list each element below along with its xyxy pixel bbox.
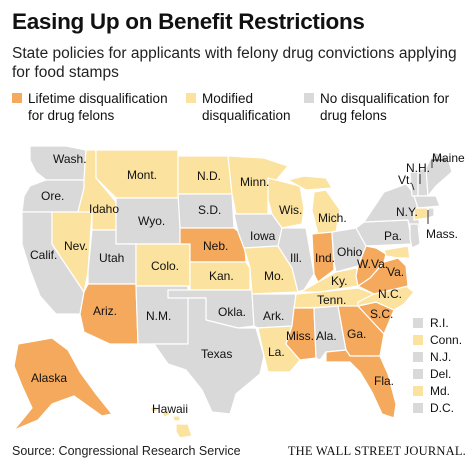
label-id: Idaho bbox=[89, 202, 119, 216]
label-mo: Mo. bbox=[264, 269, 284, 283]
state-wisconsin bbox=[267, 177, 305, 229]
legend-label-lifetime: Lifetime disqualification for drug felon… bbox=[28, 91, 168, 123]
chart-title: Easing Up on Benefit Restrictions bbox=[12, 9, 365, 34]
label-fl: Fla. bbox=[374, 374, 394, 388]
state-new-jersey bbox=[409, 223, 421, 249]
label-tn: Tenn. bbox=[317, 293, 346, 307]
label-in: Ind. bbox=[315, 251, 335, 265]
label-oh: Ohio bbox=[337, 245, 363, 259]
small-state-swatch-ri bbox=[413, 318, 423, 328]
label-la: La. bbox=[268, 345, 285, 359]
state-florida bbox=[325, 349, 397, 419]
small-state-swatch-nj bbox=[413, 352, 423, 362]
label-nh: N.H. bbox=[406, 161, 430, 175]
small-state-label-ri: R.I. bbox=[430, 316, 449, 330]
label-nv: Nev. bbox=[64, 239, 88, 253]
label-ak: Alaska bbox=[31, 371, 67, 385]
small-state-swatch-md bbox=[413, 386, 423, 396]
label-ar: Ark. bbox=[263, 309, 284, 323]
label-wa: Wash. bbox=[53, 152, 87, 166]
label-nc: N.C. bbox=[378, 287, 402, 301]
chart-subtitle: State policies for applicants with felon… bbox=[12, 45, 457, 81]
label-ky: Ky. bbox=[331, 274, 347, 288]
small-state-label-ct: Conn. bbox=[430, 333, 462, 347]
label-mn: Minn. bbox=[240, 175, 269, 189]
label-sd: S.D. bbox=[198, 203, 221, 217]
label-mi: Mich. bbox=[318, 211, 347, 225]
label-il: Ill. bbox=[290, 251, 302, 265]
legend-label-none: No disqualification for drug felons bbox=[320, 91, 450, 123]
state-kansas bbox=[189, 261, 251, 291]
label-ia: Iowa bbox=[250, 229, 276, 243]
small-state-swatch-de bbox=[413, 369, 423, 379]
small-state-label-nj: N.J. bbox=[430, 350, 451, 364]
label-wi: Wis. bbox=[279, 203, 302, 217]
small-state-swatch-ct bbox=[413, 335, 423, 345]
label-ma: Mass. bbox=[426, 227, 458, 241]
small-state-label-md: Md. bbox=[430, 384, 450, 398]
label-wv: W.Va. bbox=[357, 257, 388, 271]
small-state-swatch-dc bbox=[413, 403, 423, 413]
small-state-label-dc: D.C. bbox=[430, 401, 454, 415]
publisher-credit: THE WALL STREET JOURNAL. bbox=[287, 444, 466, 458]
label-ga: Ga. bbox=[347, 327, 366, 341]
label-tx: Texas bbox=[201, 347, 232, 361]
leader-maine bbox=[431, 159, 446, 168]
state-hawaii bbox=[149, 405, 193, 439]
label-ut: Utah bbox=[99, 251, 124, 265]
label-mt: Mont. bbox=[127, 168, 157, 182]
small-state-label-de: Del. bbox=[430, 367, 451, 381]
state-west-virginia bbox=[355, 245, 387, 287]
legend-swatch-none bbox=[304, 93, 314, 103]
label-wy: Wyo. bbox=[138, 214, 165, 228]
label-nd: N.D. bbox=[197, 169, 221, 183]
label-pa: Pa. bbox=[384, 229, 402, 243]
label-az: Ariz. bbox=[93, 304, 117, 318]
state-kentucky bbox=[297, 267, 367, 293]
label-hi: Hawaii bbox=[152, 402, 188, 416]
label-al: Ala. bbox=[316, 329, 337, 343]
label-nm: N.M. bbox=[146, 309, 171, 323]
label-ms: Miss. bbox=[286, 329, 314, 343]
state-alaska bbox=[13, 337, 113, 431]
label-me: Maine bbox=[432, 151, 465, 165]
legend: Lifetime disqualification for drug felon… bbox=[0, 90, 474, 126]
label-ok: Okla. bbox=[218, 305, 246, 319]
state-rhode-island bbox=[427, 207, 435, 219]
legend-swatch-modified bbox=[186, 93, 196, 103]
label-co: Colo. bbox=[151, 259, 179, 273]
state-maryland-delaware bbox=[383, 245, 411, 259]
legend-label-modified: Modified disqualification bbox=[202, 91, 291, 123]
label-va: Va. bbox=[387, 265, 404, 279]
label-ne: Neb. bbox=[203, 239, 228, 253]
label-vt: Vt. bbox=[398, 173, 413, 187]
state-michigan-upper bbox=[287, 175, 333, 191]
state-massachusetts bbox=[413, 195, 441, 209]
label-ny: N.Y. bbox=[396, 205, 418, 219]
label-ca: Calif. bbox=[30, 248, 57, 262]
leader-vt bbox=[411, 183, 415, 191]
label-or: Ore. bbox=[41, 189, 64, 203]
label-sc: S.C. bbox=[370, 307, 393, 321]
us-state-map: Wash. Ore. Calif. Nev. Idaho Mont. Wyo. … bbox=[13, 145, 465, 439]
small-states-key: R.I. Conn. N.J. Del. Md. D.C. bbox=[413, 316, 462, 415]
state-indiana bbox=[311, 231, 335, 283]
state-texas bbox=[153, 297, 265, 415]
legend-swatch-lifetime bbox=[12, 93, 22, 103]
label-ks: Kan. bbox=[209, 269, 234, 283]
source-note: Source: Congressional Research Service bbox=[12, 444, 241, 458]
